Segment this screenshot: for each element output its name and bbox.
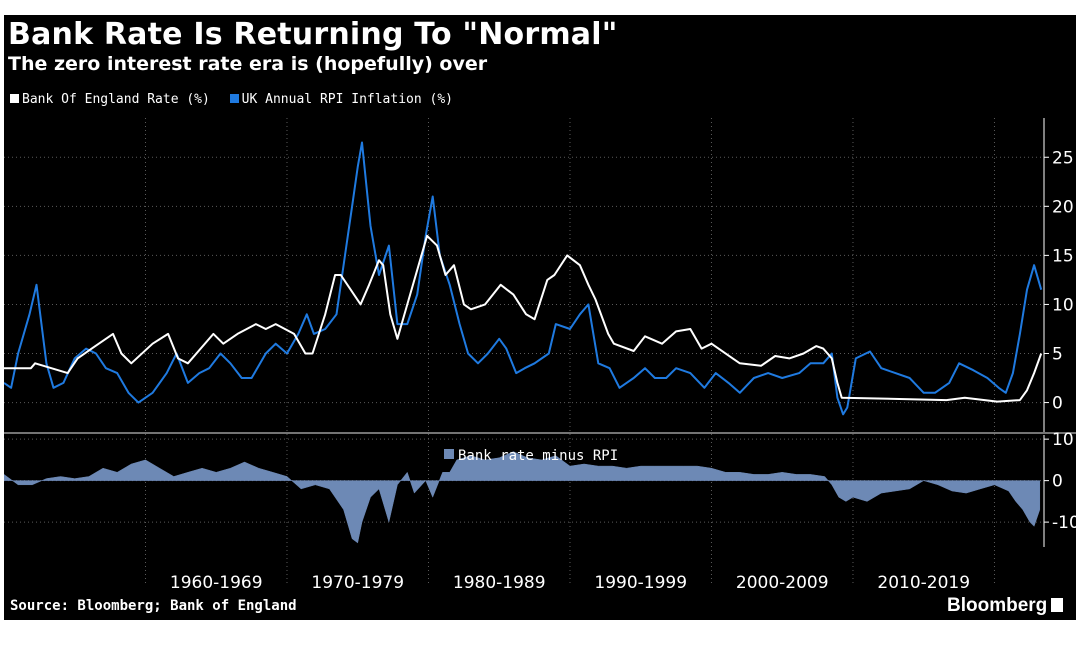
legend-item-bank-rate: Bank Of England Rate (%) — [10, 92, 210, 107]
legend-item-rpi: UK Annual RPI Inflation (%) — [229, 92, 453, 107]
legend-swatch-bank-rate-minus-rpi — [444, 449, 454, 459]
y-tick-label: 0 — [1052, 472, 1063, 492]
legend-swatch-rpi — [229, 94, 239, 103]
legend-swatch-bank-rate — [10, 94, 19, 103]
y-tick-label: 15 — [1052, 246, 1074, 266]
chart-title: Bank Rate Is Returning To "Normal" — [8, 17, 618, 52]
series-line-bank-rate — [4, 234, 1043, 403]
y-tick-label: 20 — [1052, 197, 1074, 217]
chart-plot: 1960-1969 1970-1979 1980-1989 1990-1999 2000… — [4, 118, 1076, 593]
x-tick-label: 1980-1989 — [453, 573, 546, 593]
series-area-bank-rate-minus-rpi — [4, 451, 1041, 544]
x-tick-label: 1970-1979 — [311, 573, 404, 593]
chart-subtitle: The zero interest rate era is (hopefully… — [8, 53, 488, 75]
legend-label-bank-rate-minus-rpi: Bank rate minus RPI — [458, 448, 618, 464]
legend-label-rpi: UK Annual RPI Inflation (%) — [241, 92, 453, 107]
y-tick-label: 0 — [1052, 394, 1063, 414]
chart-container: 1960-1969 1970-1979 1980-1989 1990-1999 2000… — [4, 15, 1076, 620]
x-tick-label: 2010-2019 — [877, 573, 970, 593]
x-tick-label: 1990-1999 — [594, 573, 687, 593]
series-line-rpi — [4, 141, 1043, 416]
bloomberg-icon — [1051, 598, 1064, 612]
x-tick-label: 2000-2009 — [736, 573, 829, 593]
y-tick-label: 5 — [1052, 345, 1063, 365]
brand-name: Bloomberg — [947, 595, 1048, 616]
source-note: Source: Bloomberg; Bank of England — [10, 598, 297, 614]
y-tick-label: 10 — [1052, 295, 1074, 315]
y-tick-label: -10 — [1052, 513, 1076, 533]
y-tick-label: 25 — [1052, 148, 1074, 168]
x-tick-label: 1960-1969 — [170, 573, 263, 593]
legend: Bank Of England Rate (%) UK Annual RPI I… — [10, 92, 465, 107]
y-tick-label: 10 — [1052, 430, 1074, 450]
legend-label-bank-rate: Bank Of England Rate (%) — [22, 92, 210, 107]
brand-logo: Bloomberg — [947, 595, 1064, 617]
